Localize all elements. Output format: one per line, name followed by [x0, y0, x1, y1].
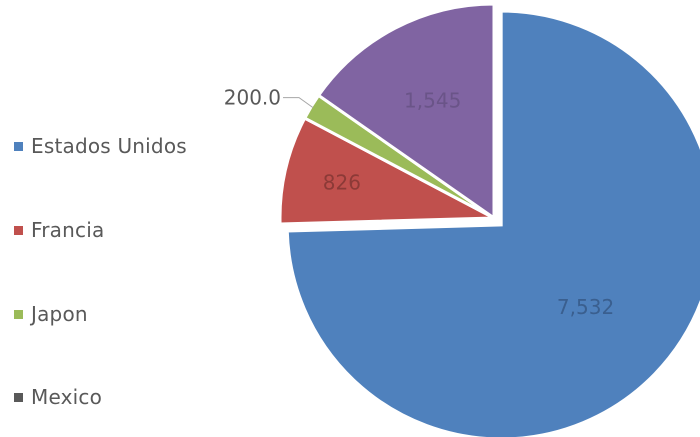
legend-label-estados-unidos: Estados Unidos	[31, 134, 187, 158]
chart-legend: Estados Unidos Francia Japon Mexico	[14, 0, 244, 437]
data-label-mexico: 1,545	[404, 88, 461, 112]
legend-label-japon: Japon	[31, 302, 88, 326]
pie-slice-mexico	[316, 2, 496, 221]
legend-label-francia: Francia	[31, 218, 105, 242]
legend-swatch-japon	[14, 309, 23, 319]
legend-item-estados-unidos: Estados Unidos	[14, 131, 187, 161]
leader-line-japon	[283, 97, 314, 109]
legend-item-japon: Japon	[14, 299, 88, 329]
legend-swatch-mexico	[14, 392, 23, 402]
data-label-japon: 200.0	[224, 86, 281, 110]
legend-swatch-francia	[14, 225, 23, 235]
pie-slice-francia	[278, 116, 500, 226]
data-label-estados-unidos: 7,532	[557, 295, 614, 319]
data-label-francia: 826	[323, 171, 361, 195]
pie-slice-estados-unidos	[285, 9, 700, 437]
legend-item-mexico: Mexico	[14, 382, 102, 412]
legend-swatch-estados-unidos	[14, 141, 23, 151]
legend-label-mexico: Mexico	[31, 385, 103, 409]
legend-item-francia: Francia	[14, 215, 104, 245]
